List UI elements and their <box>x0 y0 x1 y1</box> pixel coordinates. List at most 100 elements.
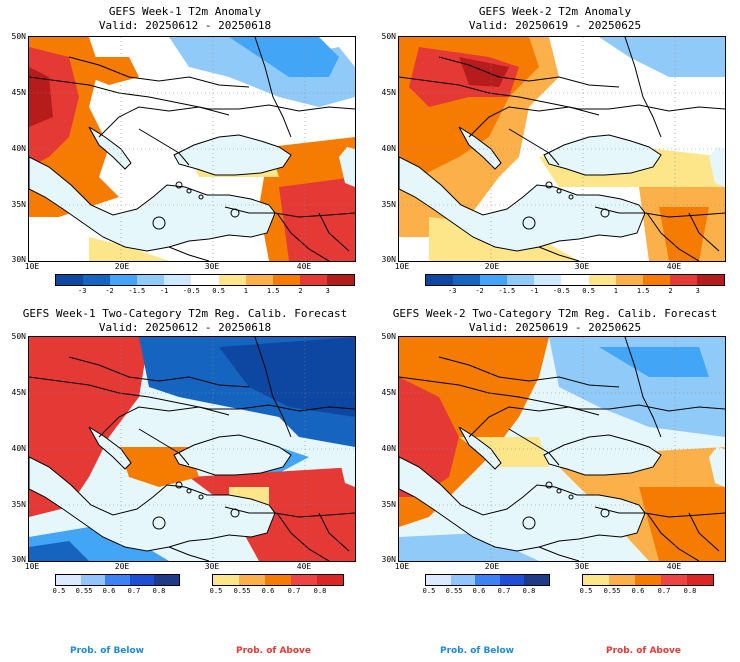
colorbar-cell <box>583 575 609 585</box>
lon-label: 20E <box>484 262 500 271</box>
colorbar-tick-label: -1.5 <box>498 287 516 295</box>
panel-title: GEFS Week-2 Two-Category T2m Reg. Calib.… <box>392 307 718 320</box>
coastline <box>458 126 502 170</box>
colorbar-cell <box>137 275 165 285</box>
island <box>152 216 166 230</box>
coastline <box>173 434 292 476</box>
colorbar-tick-label: 0.5 <box>579 587 593 595</box>
panel-title: GEFS Week-2 T2m Anomaly <box>478 5 632 18</box>
country-border <box>276 212 330 261</box>
lat-label: 35N <box>11 200 26 209</box>
coastline <box>399 156 646 252</box>
mediterranean-sea <box>29 457 275 551</box>
lat-label: 30N <box>11 555 26 564</box>
colorbar-tick-label: 0.5 <box>52 587 66 595</box>
lat-label: 50N <box>381 332 396 341</box>
probability-map-svg <box>29 337 355 561</box>
country-border <box>68 356 250 388</box>
colorbar-tick-label: 0.5 <box>582 287 595 295</box>
coastline <box>88 426 132 470</box>
colorbar-tick-label: 0.8 <box>683 587 697 595</box>
colorbar-tick-label: 0.6 <box>472 587 486 595</box>
country-border <box>538 246 580 261</box>
colorbar-tick-label: 0.6 <box>261 587 275 595</box>
colorbar-cell <box>56 275 84 285</box>
country-border <box>254 37 292 138</box>
warm-anomaly-area <box>459 57 509 87</box>
lon-label: 30E <box>574 562 590 571</box>
lon-label: 40E <box>666 562 682 571</box>
colorbar-cell <box>218 275 246 285</box>
lon-label: 10E <box>394 562 410 571</box>
colorbar-cell <box>191 275 219 285</box>
colorbar-cell <box>669 275 697 285</box>
lat-label: 50N <box>11 332 26 341</box>
anomaly-map-svg <box>29 37 355 261</box>
colorbar-cell <box>450 575 476 585</box>
country-border <box>508 128 560 166</box>
colorbar-cell <box>561 275 589 285</box>
black-sea <box>544 135 661 175</box>
colorbar-cell <box>105 575 130 585</box>
coastline <box>543 434 662 476</box>
coastline <box>29 156 276 252</box>
colorbar-tick-label: -3 <box>78 287 87 295</box>
colorbar-cell <box>635 575 661 585</box>
colorbar-tick-label: -2 <box>475 287 484 295</box>
colorbar-cell <box>480 275 508 285</box>
lon-label: 40E <box>296 262 312 271</box>
anomaly-colorbar <box>425 274 725 286</box>
panel-valid-dates: Valid: 20250619 - 20250625 <box>468 19 642 32</box>
colorbar-cell <box>239 575 265 585</box>
island <box>556 488 562 494</box>
country-border <box>29 76 355 112</box>
colorbar-cell <box>426 575 451 585</box>
country-border <box>688 512 720 552</box>
country-border <box>438 56 620 88</box>
colorbar-tick-label: 1 <box>243 287 249 295</box>
colorbar-cell <box>475 575 500 585</box>
colorbar-cell <box>56 575 81 585</box>
island <box>198 494 204 500</box>
cold-anomaly-area <box>599 37 725 77</box>
black-sea <box>174 435 291 475</box>
country-border <box>538 546 580 561</box>
adriatic-sea <box>459 427 501 469</box>
warm-anomaly-area <box>659 207 709 261</box>
country-border <box>594 206 725 218</box>
country-border <box>318 512 350 552</box>
colorbar-cell <box>453 275 481 285</box>
lon-label: 30E <box>574 262 590 271</box>
colorbar-tick-label: -2 <box>105 287 114 295</box>
below-probability-area <box>29 541 89 561</box>
caspian-sea <box>709 447 725 487</box>
colorbar-tick-label: -1 <box>529 287 539 295</box>
map-week2-probability <box>398 336 726 562</box>
lat-label: 40N <box>11 444 26 453</box>
colorbar-tick-label: 1 <box>613 287 619 295</box>
coastline <box>29 456 276 552</box>
panel-week2-anomaly: GEFS Week-2 T2m Anomaly Valid: 20250619 … <box>370 0 740 320</box>
country-border <box>438 356 620 388</box>
island <box>545 481 553 489</box>
prob-below-label: Prob. of Below <box>440 646 514 656</box>
prob-above-label: Prob. of Above <box>236 646 312 656</box>
map-week2-anomaly <box>398 36 726 262</box>
country-border <box>624 37 662 138</box>
country-border <box>468 106 600 138</box>
lat-label: 30N <box>381 555 396 564</box>
lat-label: 35N <box>11 500 26 509</box>
country-border <box>688 212 720 252</box>
below-probability-area <box>599 347 709 377</box>
caspian-sea <box>709 147 725 187</box>
lon-label: 10E <box>394 262 410 271</box>
colorbar-tick-label: -1.5 <box>128 287 146 295</box>
colorbar-cell <box>317 575 343 585</box>
lon-label: 10E <box>24 262 40 271</box>
mediterranean-sea <box>399 157 645 251</box>
lat-label: 45N <box>11 88 26 97</box>
lat-label: 50N <box>381 32 396 41</box>
adriatic-sea <box>459 127 501 169</box>
island <box>230 208 240 218</box>
island <box>600 508 610 518</box>
